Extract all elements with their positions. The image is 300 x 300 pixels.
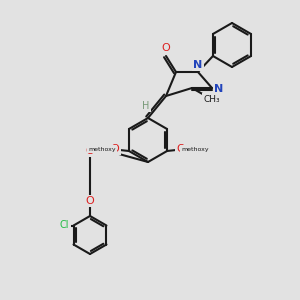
Text: O: O (177, 144, 185, 154)
Text: Cl: Cl (60, 220, 69, 230)
Text: H: H (142, 101, 150, 111)
Text: O: O (85, 146, 94, 156)
Text: methoxy: methoxy (88, 146, 116, 152)
Text: O: O (85, 196, 94, 206)
Text: N: N (214, 84, 224, 94)
Text: N: N (194, 60, 202, 70)
Text: methoxy: methoxy (181, 146, 209, 152)
Text: O: O (162, 43, 170, 53)
Text: O: O (111, 144, 119, 154)
Text: CH₃: CH₃ (204, 94, 220, 103)
